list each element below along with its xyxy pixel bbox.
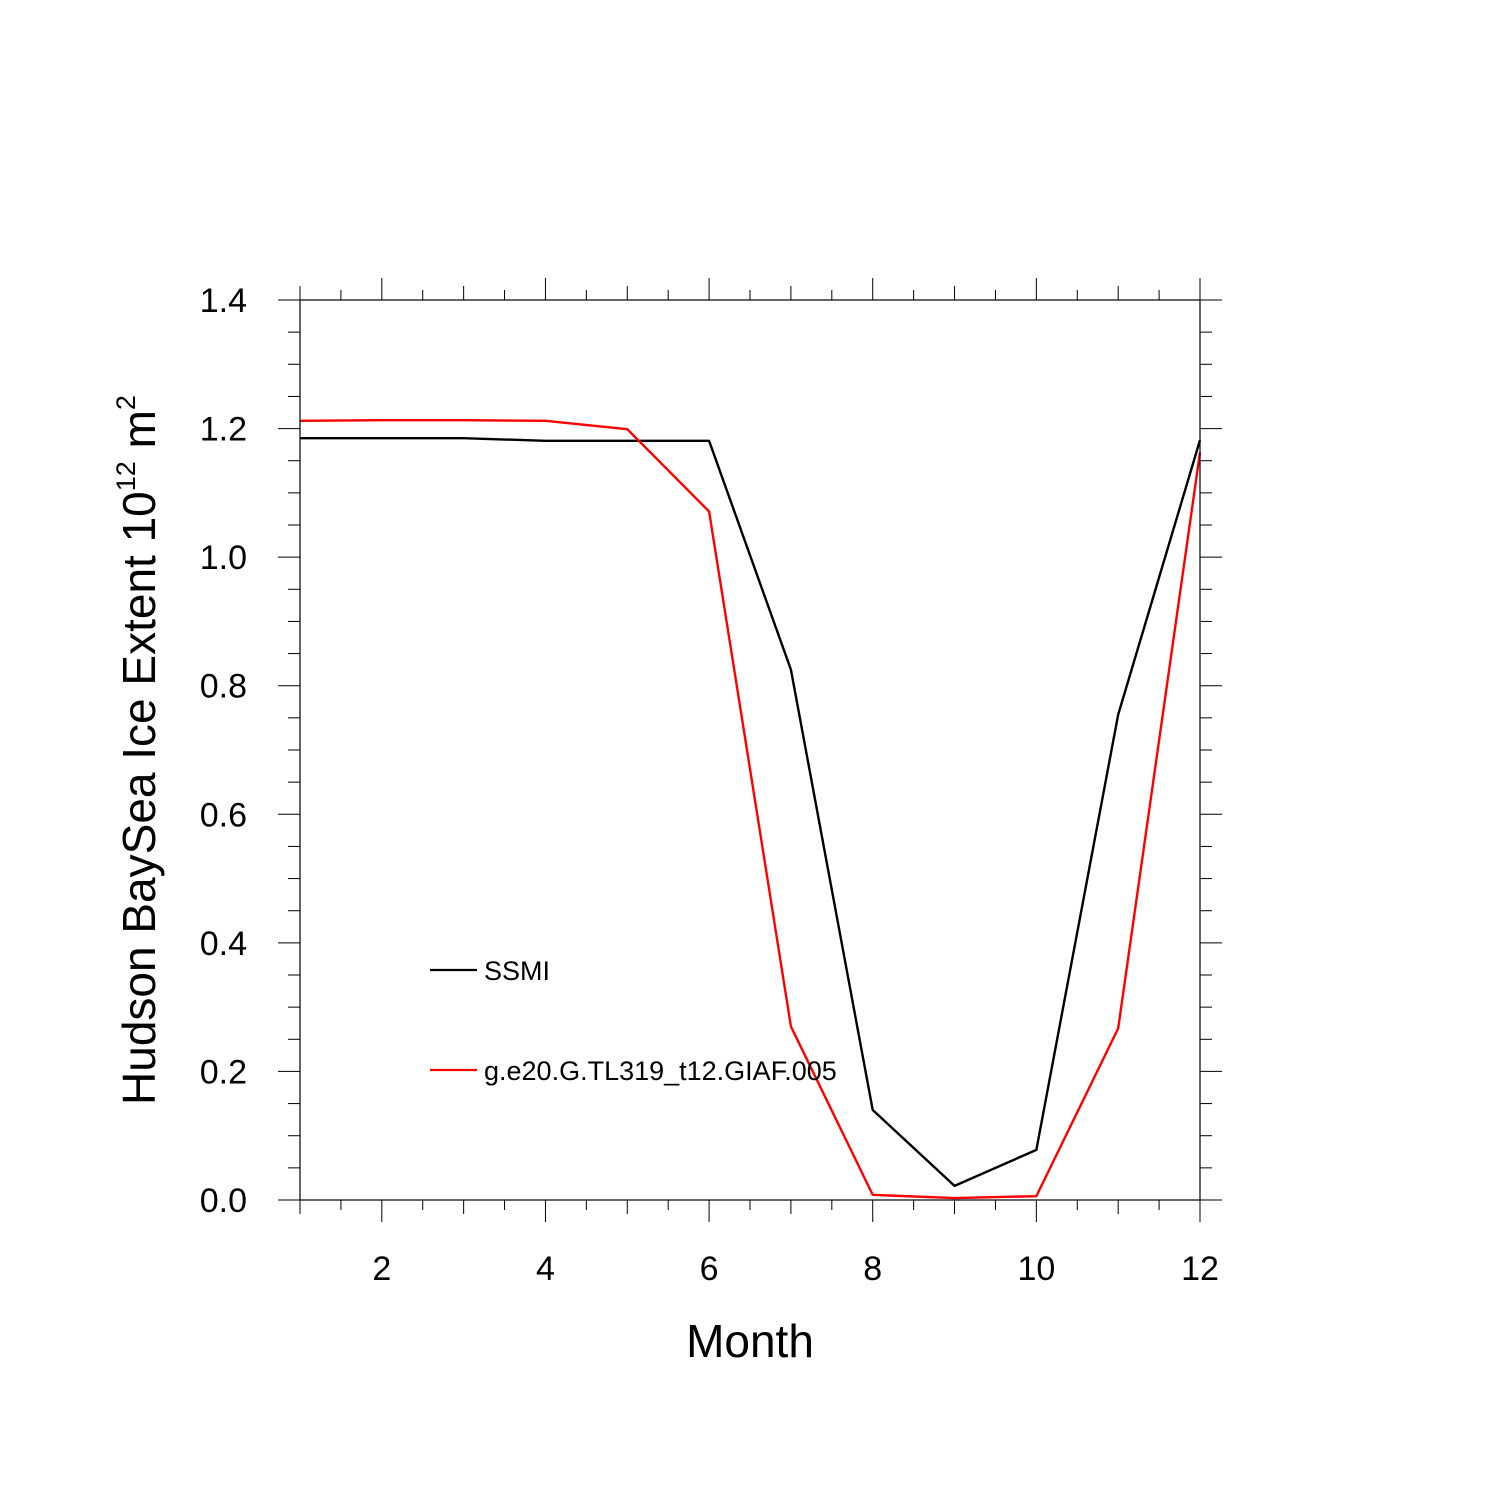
y-tick-labels: 0.0 0.2 0.4 0.6 0.8 1.0 1.2 1.4 — [200, 282, 247, 1220]
series-line-1 — [299, 419, 1202, 1200]
y-axis-label-unit-exponent: 2 — [111, 395, 141, 410]
y-axis-label-exponent: 12 — [111, 461, 141, 491]
x-tick-label: 8 — [863, 1250, 882, 1288]
legend-label-ssmi: SSMI — [484, 956, 550, 986]
y-axis-label: Hudson BaySea Ice Extent 1012 m2 — [111, 395, 165, 1105]
series-lines — [299, 419, 1202, 1200]
x-tick-label: 10 — [1017, 1250, 1055, 1288]
x-tick-labels: 2 4 6 8 10 12 — [372, 1250, 1219, 1288]
y-tick-label: 1.0 — [200, 539, 247, 577]
legend: SSMI g.e20.G.TL319_t12.GIAF.005 — [430, 956, 837, 1086]
y-axis-label-main: Hudson BaySea Ice Extent 10 — [113, 491, 165, 1105]
y-tick-label: 0.8 — [200, 668, 247, 706]
major-ticks — [278, 278, 1222, 1222]
y-tick-label: 0.2 — [200, 1053, 247, 1091]
plot-frame — [299, 299, 1201, 1201]
y-tick-label: 1.4 — [200, 282, 247, 320]
y-tick-label: 0.4 — [200, 925, 247, 963]
y-tick-label: 1.2 — [200, 411, 247, 449]
y-tick-label: 0.0 — [200, 1182, 247, 1220]
y-tick-label: 0.6 — [200, 796, 247, 834]
series-line-0 — [300, 437, 1202, 1188]
x-tick-label: 12 — [1181, 1250, 1219, 1288]
y-axis-label-unit: m — [113, 410, 165, 461]
x-axis-label: Month — [686, 1315, 814, 1367]
x-tick-label: 4 — [536, 1250, 555, 1288]
minor-ticks — [288, 286, 1212, 1214]
legend-label-model: g.e20.G.TL319_t12.GIAF.005 — [484, 1056, 837, 1086]
x-tick-label: 2 — [372, 1250, 391, 1288]
x-tick-label: 6 — [700, 1250, 719, 1288]
